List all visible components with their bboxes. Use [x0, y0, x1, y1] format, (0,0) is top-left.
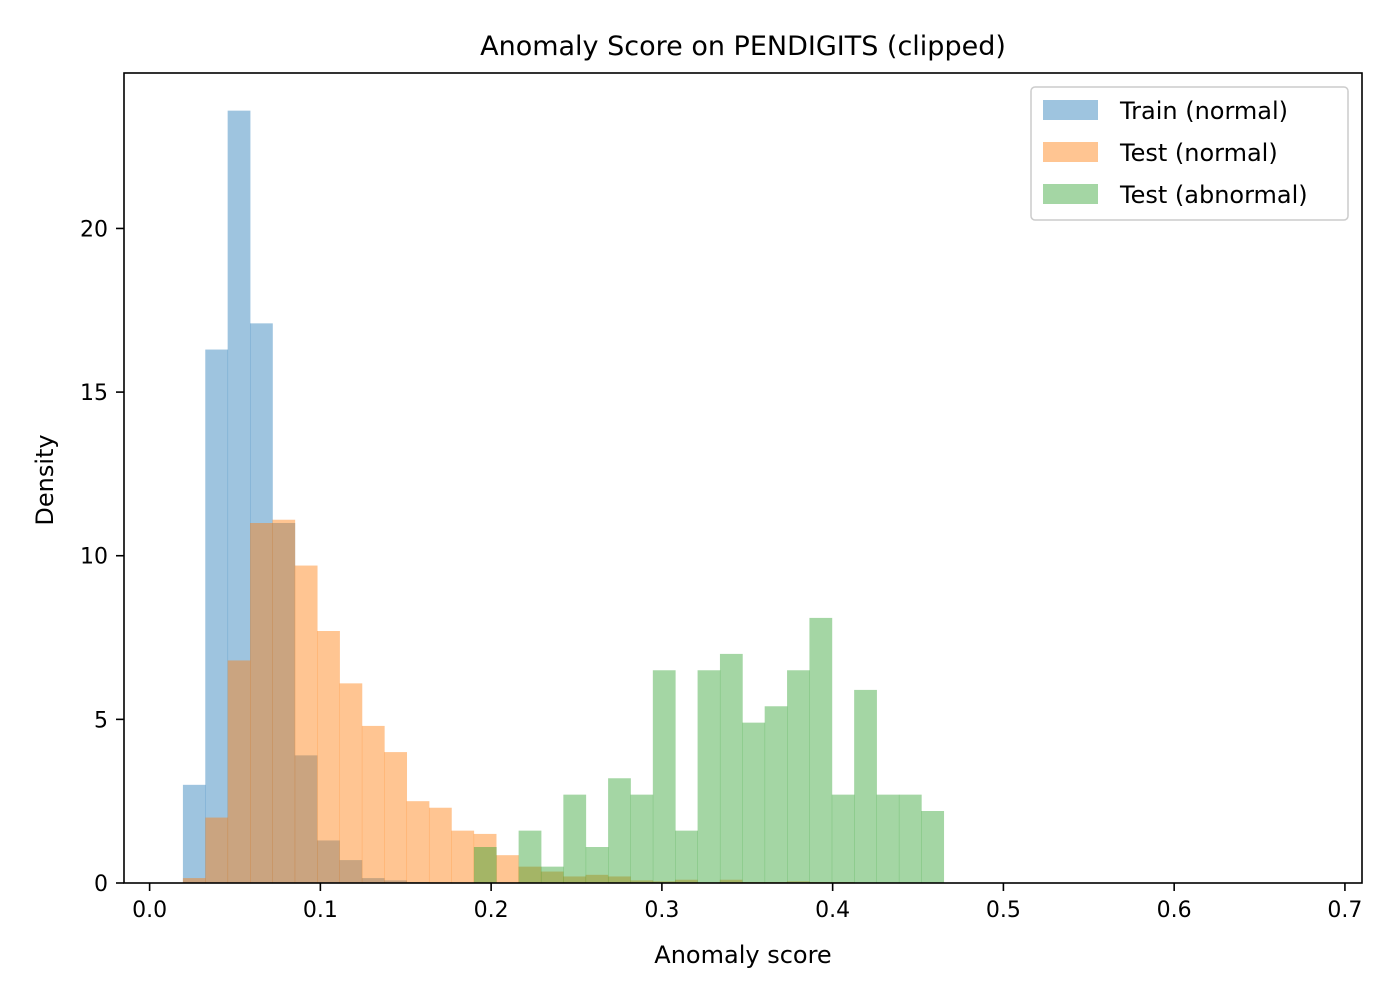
bar-test-abnormal-8 [652, 670, 676, 883]
y-tick-label: 0 [94, 872, 108, 897]
legend-swatch-test-normal [1043, 142, 1098, 162]
bar-test-normal-12 [451, 830, 475, 883]
bar-test-normal-18 [585, 874, 609, 883]
x-tick-label: 0.2 [474, 898, 509, 923]
x-axis-label: Anomaly score [654, 941, 831, 969]
bar-test-abnormal-10 [697, 670, 721, 883]
bar-test-normal-20 [630, 880, 654, 883]
bar-test-normal-6 [317, 631, 340, 883]
bar-test-normal-17 [563, 876, 586, 883]
x-tick-label: 0.4 [815, 898, 850, 923]
bar-test-normal-2 [227, 660, 251, 883]
y-tick-label: 20 [80, 217, 108, 242]
y-tick-label: 15 [80, 381, 108, 406]
bar-test-normal-11 [428, 807, 452, 883]
bar-test-abnormal-0 [473, 847, 497, 883]
bar-test-abnormal-20 [921, 811, 945, 883]
bar-train-normal-9 [384, 880, 408, 883]
bar-train-normal-8 [361, 878, 385, 883]
bar-test-normal-13 [473, 833, 497, 883]
chart-title: Anomaly Score on PENDIGITS (clipped) [480, 31, 1006, 62]
legend: Train (normal) Test (normal) Test (abnor… [1030, 86, 1349, 221]
bar-train-normal-3 [250, 323, 273, 883]
bar-test-abnormal-9 [675, 830, 698, 883]
bar-train-normal-0 [182, 784, 206, 883]
bar-test-abnormal-16 [831, 794, 855, 883]
x-tick-label: 0.0 [132, 898, 167, 923]
bar-test-normal-1 [205, 817, 229, 883]
bar-test-normal-10 [406, 801, 430, 883]
y-axis-ticks: 0 5 10 15 20 [80, 217, 124, 897]
bar-test-normal-3 [250, 523, 273, 883]
bar-test-normal-14 [496, 855, 519, 883]
bar-test-abnormal-11 [719, 653, 743, 883]
bar-train-normal-6 [317, 840, 340, 883]
bar-test-normal-7 [339, 683, 363, 883]
x-tick-label: 0.6 [1157, 898, 1192, 923]
bar-train-normal-1 [205, 349, 229, 883]
bar-test-abnormal-15 [809, 617, 833, 883]
bar-test-abnormal-12 [742, 722, 766, 883]
bar-test-abnormal-17 [854, 689, 877, 883]
bar-test-normal-9 [384, 752, 408, 883]
bar-test-abnormal-2 [518, 830, 542, 883]
plot-frame [123, 72, 1363, 884]
bar-train-normal-5 [294, 755, 318, 883]
x-tick-label: 0.7 [1327, 898, 1362, 923]
x-tick-label: 0.5 [986, 898, 1021, 923]
bar-train-normal-4 [272, 523, 296, 883]
bar-test-abnormal-18 [876, 794, 900, 883]
bar-test-normal-16 [540, 871, 564, 883]
legend-label-test-normal: Test (normal) [1119, 139, 1278, 167]
bar-test-abnormal-5 [585, 847, 609, 883]
histogram-bars [182, 110, 945, 883]
x-axis-ticks: 0.0 0.1 0.2 0.3 0.4 0.5 0.6 0.7 [132, 883, 1362, 923]
bar-test-normal-0 [182, 878, 206, 883]
bar-test-normal-5 [294, 565, 318, 883]
y-tick-label: 5 [94, 708, 108, 733]
bar-test-abnormal-19 [898, 794, 922, 883]
bar-train-normal-2 [227, 110, 251, 883]
bar-test-normal-24 [719, 879, 743, 883]
y-axis-label: Density [31, 434, 59, 525]
bar-test-abnormal-6 [608, 778, 631, 883]
bar-test-normal-4 [272, 519, 296, 883]
bar-test-normal-15 [518, 866, 542, 883]
legend-swatch-test-abnormal [1043, 184, 1098, 204]
bar-train-normal-7 [339, 860, 363, 883]
bar-test-abnormal-7 [630, 794, 654, 883]
bar-test-abnormal-4 [563, 794, 587, 883]
y-tick-label: 10 [80, 545, 108, 570]
bar-test-abnormal-13 [764, 706, 788, 883]
bar-test-normal-21 [652, 881, 676, 883]
bar-test-normal-8 [361, 725, 385, 883]
bar-test-abnormal-14 [787, 670, 810, 883]
legend-label-test-abnormal: Test (abnormal) [1119, 181, 1308, 209]
legend-box [1030, 86, 1349, 221]
legend-label-train-normal: Train (normal) [1119, 97, 1288, 125]
legend-swatch-train-normal [1043, 100, 1098, 120]
bar-test-normal-27 [786, 881, 810, 883]
x-tick-label: 0.3 [644, 898, 679, 923]
bar-test-abnormal-3 [540, 866, 564, 883]
bar-test-normal-19 [607, 876, 631, 883]
bar-test-normal-22 [675, 879, 698, 883]
x-tick-label: 0.1 [303, 898, 338, 923]
